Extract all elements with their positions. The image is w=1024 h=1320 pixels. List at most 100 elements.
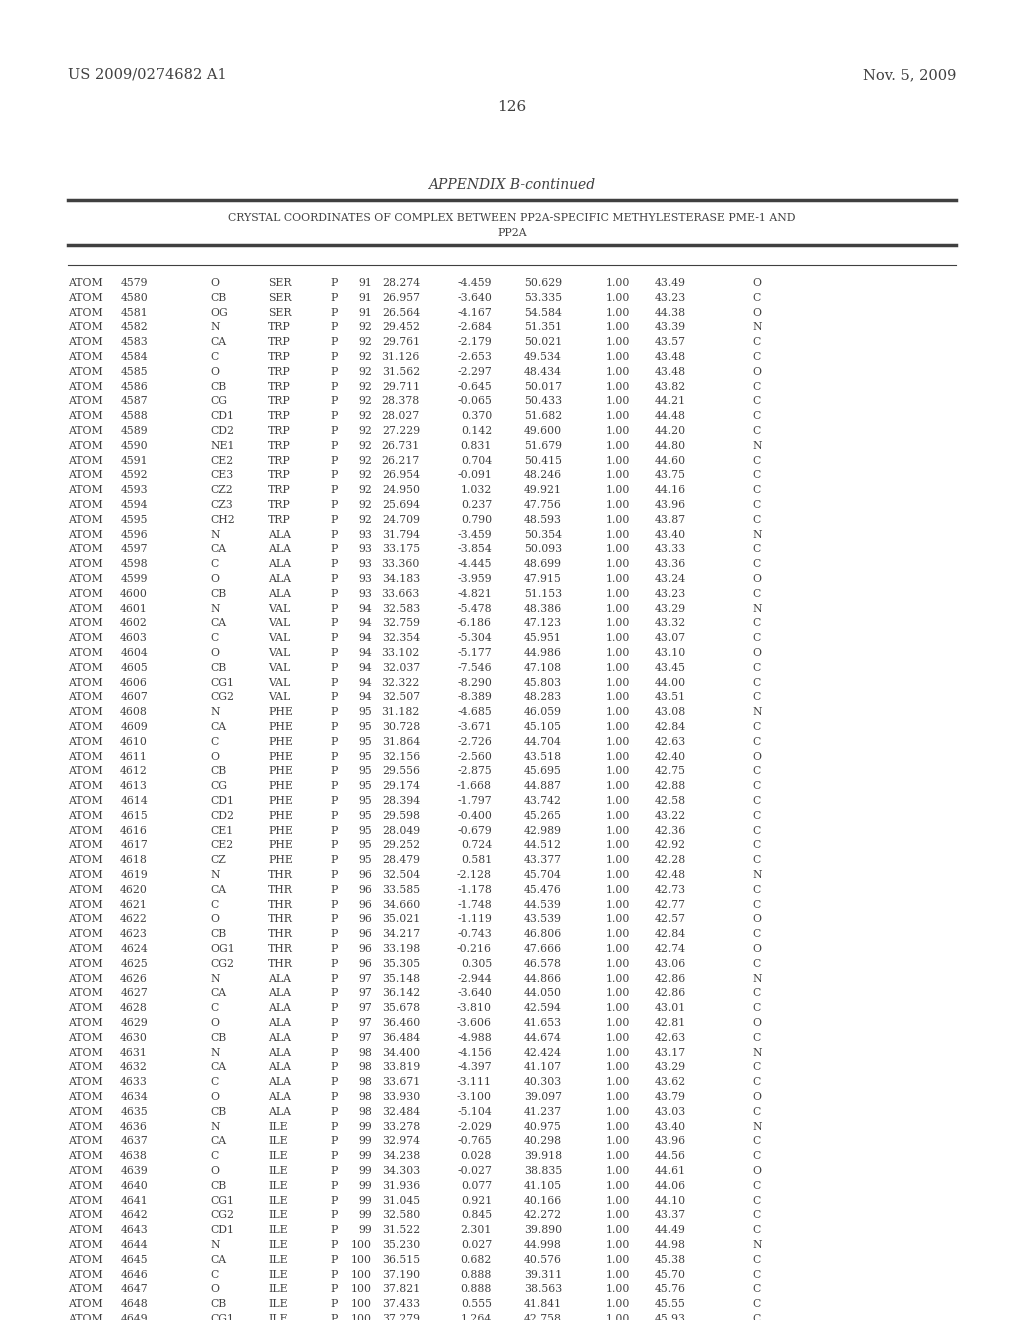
Text: -3.640: -3.640 [457, 989, 492, 998]
Text: 4610: 4610 [120, 737, 148, 747]
Text: 41.841: 41.841 [524, 1299, 562, 1309]
Text: 0.888: 0.888 [461, 1284, 492, 1295]
Text: 4629: 4629 [120, 1018, 148, 1028]
Text: 1.00: 1.00 [605, 426, 630, 436]
Text: 1.00: 1.00 [605, 618, 630, 628]
Text: 94: 94 [358, 663, 372, 673]
Text: 34.660: 34.660 [382, 900, 420, 909]
Text: 4618: 4618 [120, 855, 148, 865]
Text: C: C [752, 810, 760, 821]
Text: 44.10: 44.10 [655, 1196, 686, 1205]
Text: 49.921: 49.921 [524, 486, 562, 495]
Text: CA: CA [210, 544, 226, 554]
Text: 43.48: 43.48 [655, 352, 686, 362]
Text: 1.00: 1.00 [605, 515, 630, 525]
Text: 42.77: 42.77 [655, 900, 686, 909]
Text: 96: 96 [358, 944, 372, 954]
Text: 94: 94 [358, 634, 372, 643]
Text: 42.86: 42.86 [654, 989, 686, 998]
Text: 42.48: 42.48 [655, 870, 686, 880]
Text: 4612: 4612 [120, 767, 148, 776]
Text: 4623: 4623 [120, 929, 148, 940]
Text: 51.679: 51.679 [524, 441, 562, 451]
Text: ATOM: ATOM [68, 634, 102, 643]
Text: ATOM: ATOM [68, 870, 102, 880]
Text: 4615: 4615 [120, 810, 148, 821]
Text: 43.539: 43.539 [524, 915, 562, 924]
Text: 39.918: 39.918 [524, 1151, 562, 1162]
Text: SER: SER [268, 308, 292, 318]
Text: 32.580: 32.580 [382, 1210, 420, 1221]
Text: 97: 97 [358, 974, 372, 983]
Text: C: C [752, 929, 760, 940]
Text: O: O [752, 279, 761, 288]
Text: 100: 100 [351, 1270, 372, 1279]
Text: ATOM: ATOM [68, 989, 102, 998]
Text: P: P [330, 693, 337, 702]
Text: 43.37: 43.37 [655, 1210, 686, 1221]
Text: 36.460: 36.460 [382, 1018, 420, 1028]
Text: ATOM: ATOM [68, 825, 102, 836]
Text: 48.434: 48.434 [524, 367, 562, 376]
Text: 26.217: 26.217 [382, 455, 420, 466]
Text: ATOM: ATOM [68, 958, 102, 969]
Text: 96: 96 [358, 958, 372, 969]
Text: O: O [752, 367, 761, 376]
Text: 1.00: 1.00 [605, 529, 630, 540]
Text: 43.79: 43.79 [655, 1092, 686, 1102]
Text: ALA: ALA [268, 1003, 291, 1014]
Text: 1.00: 1.00 [605, 810, 630, 821]
Text: 41.107: 41.107 [524, 1063, 562, 1072]
Text: CG2: CG2 [210, 958, 234, 969]
Text: CA: CA [210, 1255, 226, 1265]
Text: 24.950: 24.950 [382, 486, 420, 495]
Text: 43.45: 43.45 [655, 663, 686, 673]
Text: P: P [330, 634, 337, 643]
Text: ATOM: ATOM [68, 900, 102, 909]
Text: 44.050: 44.050 [524, 989, 562, 998]
Text: 4632: 4632 [120, 1063, 148, 1072]
Text: ATOM: ATOM [68, 915, 102, 924]
Text: 1.00: 1.00 [605, 470, 630, 480]
Text: 99: 99 [358, 1196, 372, 1205]
Text: 1.00: 1.00 [605, 560, 630, 569]
Text: CG2: CG2 [210, 1210, 234, 1221]
Text: 42.92: 42.92 [655, 841, 686, 850]
Text: CA: CA [210, 337, 226, 347]
Text: 92: 92 [358, 352, 372, 362]
Text: C: C [752, 381, 760, 392]
Text: 44.866: 44.866 [524, 974, 562, 983]
Text: ATOM: ATOM [68, 412, 102, 421]
Text: 47.915: 47.915 [524, 574, 562, 583]
Text: P: P [330, 1255, 337, 1265]
Text: TRP: TRP [268, 455, 291, 466]
Text: 92: 92 [358, 381, 372, 392]
Text: C: C [752, 841, 760, 850]
Text: 44.80: 44.80 [655, 441, 686, 451]
Text: 4622: 4622 [120, 915, 148, 924]
Text: N: N [210, 1048, 219, 1057]
Text: 29.452: 29.452 [382, 322, 420, 333]
Text: 4621: 4621 [120, 900, 148, 909]
Text: 42.73: 42.73 [655, 884, 686, 895]
Text: ILE: ILE [268, 1313, 288, 1320]
Text: THR: THR [268, 929, 293, 940]
Text: 1.00: 1.00 [605, 737, 630, 747]
Text: N: N [210, 974, 219, 983]
Text: 4579: 4579 [121, 279, 148, 288]
Text: P: P [330, 322, 337, 333]
Text: O: O [752, 648, 761, 657]
Text: 1.00: 1.00 [605, 279, 630, 288]
Text: 46.578: 46.578 [524, 958, 562, 969]
Text: 99: 99 [358, 1151, 372, 1162]
Text: 1.00: 1.00 [605, 589, 630, 599]
Text: CB: CB [210, 929, 226, 940]
Text: 46.059: 46.059 [524, 708, 562, 717]
Text: -0.216: -0.216 [457, 944, 492, 954]
Text: 96: 96 [358, 929, 372, 940]
Text: 97: 97 [358, 1003, 372, 1014]
Text: 39.890: 39.890 [524, 1225, 562, 1236]
Text: THR: THR [268, 870, 293, 880]
Text: P: P [330, 308, 337, 318]
Text: 95: 95 [358, 841, 372, 850]
